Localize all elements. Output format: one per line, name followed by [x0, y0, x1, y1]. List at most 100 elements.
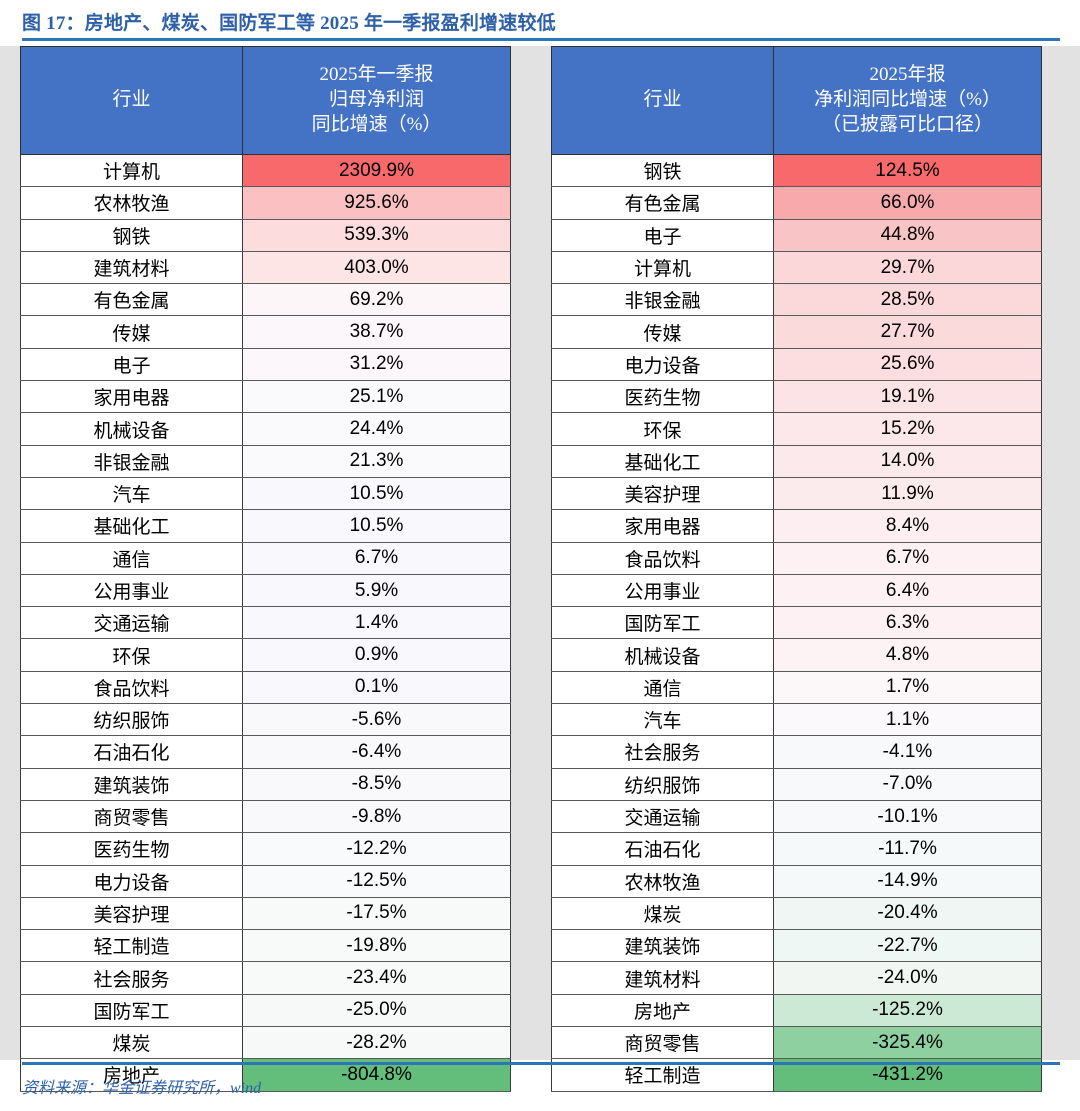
- industry-name-cell: 医药生物: [20, 832, 243, 866]
- industry-name-cell: 通信: [551, 670, 774, 705]
- growth-value-cell: 25.6%: [773, 347, 1042, 382]
- table-row: 传媒 38.7%: [20, 315, 511, 349]
- table-row: 钢铁 539.3%: [20, 218, 511, 252]
- industry-name-cell: 汽车: [551, 703, 774, 737]
- table-row: 环保 15.2%: [551, 412, 1042, 446]
- industry-name-cell: 建筑材料: [20, 250, 243, 285]
- left-header-metric: 2025年一季报 归母净利润 同比增速（%）: [242, 46, 511, 155]
- right-header-industry: 行业: [551, 46, 774, 155]
- figure-title: 图 17：房地产、煤炭、国防军工等 2025 年一季报盈利增速较低: [22, 13, 556, 34]
- table-row: 国防军工 -25.0%: [20, 993, 511, 1028]
- growth-value-cell: 44.8%: [773, 218, 1042, 252]
- industry-name-cell: 电力设备: [20, 864, 243, 898]
- table-row: 电子 44.8%: [551, 218, 1042, 252]
- table-row: 国防军工 6.3%: [551, 606, 1042, 640]
- table-row: 通信 6.7%: [20, 541, 511, 575]
- growth-value-cell: 28.5%: [773, 283, 1042, 317]
- growth-value-cell: 11.9%: [773, 476, 1042, 511]
- table-row: 机械设备 24.4%: [20, 412, 511, 446]
- industry-name-cell: 社会服务: [20, 961, 243, 995]
- table-row: 医药生物 19.1%: [551, 380, 1042, 414]
- growth-value-cell: 925.6%: [242, 186, 511, 220]
- table-row: 轻工制造 -19.8%: [20, 929, 511, 963]
- right-table-body: 钢铁 124.5% 有色金属 66.0% 电子 44.8% 计算机 29.7% 非银金融 28.5…: [551, 153, 1042, 1092]
- table-row: 非银金融 21.3%: [20, 444, 511, 478]
- industry-name-cell: 建筑装饰: [20, 767, 243, 801]
- left-header-line-3: 同比增速（%）: [311, 113, 442, 135]
- right-table: 行业 2025年报 净利润同比增速（%） （已披露可比口径） 钢铁 124.5% 有…: [551, 46, 1042, 1092]
- growth-value-cell: 539.3%: [242, 218, 511, 252]
- growth-value-cell: -23.4%: [242, 961, 511, 995]
- growth-value-cell: 4.8%: [773, 638, 1042, 672]
- industry-name-cell: 公用事业: [551, 573, 774, 608]
- growth-value-cell: -8.5%: [242, 767, 511, 801]
- left-header-row: 行业 2025年一季报 归母净利润 同比增速（%）: [20, 46, 511, 155]
- table-row: 机械设备 4.8%: [551, 638, 1042, 672]
- table-row: 房地产 -125.2%: [551, 993, 1042, 1028]
- right-table-wrapper: 行业 2025年报 净利润同比增速（%） （已披露可比口径） 钢铁 124.5% 有…: [551, 46, 1042, 1092]
- growth-value-cell: -125.2%: [773, 993, 1042, 1028]
- growth-value-cell: 10.5%: [242, 476, 511, 511]
- table-row: 建筑装饰 -8.5%: [20, 767, 511, 801]
- table-row: 传媒 27.7%: [551, 315, 1042, 349]
- growth-value-cell: 1.4%: [242, 606, 511, 640]
- growth-value-cell: 8.4%: [773, 509, 1042, 543]
- growth-value-cell: 6.4%: [773, 573, 1042, 608]
- table-row: 计算机 29.7%: [551, 250, 1042, 285]
- growth-value-cell: 0.1%: [242, 670, 511, 705]
- growth-value-cell: -6.4%: [242, 735, 511, 769]
- table-row: 汽车 10.5%: [20, 476, 511, 511]
- table-row: 美容护理 11.9%: [551, 476, 1042, 511]
- table-row: 建筑装饰 -22.7%: [551, 929, 1042, 963]
- table-row: 基础化工 10.5%: [20, 509, 511, 543]
- growth-value-cell: 25.1%: [242, 380, 511, 414]
- table-row: 农林牧渔 -14.9%: [551, 864, 1042, 898]
- left-table: 行业 2025年一季报 归母净利润 同比增速（%） 计算机 2309.9% 农林牧渔…: [20, 46, 511, 1092]
- industry-name-cell: 医药生物: [551, 380, 774, 414]
- growth-value-cell: 69.2%: [242, 283, 511, 317]
- growth-value-cell: 24.4%: [242, 412, 511, 446]
- industry-name-cell: 交通运输: [551, 799, 774, 834]
- right-header-row: 行业 2025年报 净利润同比增速（%） （已披露可比口径）: [551, 46, 1042, 155]
- table-row: 石油石化 -6.4%: [20, 735, 511, 769]
- growth-value-cell: -24.0%: [773, 961, 1042, 995]
- table-row: 通信 1.7%: [551, 670, 1042, 705]
- industry-name-cell: 钢铁: [20, 218, 243, 252]
- growth-value-cell: 27.7%: [773, 315, 1042, 349]
- growth-value-cell: 6.3%: [773, 606, 1042, 640]
- industry-name-cell: 钢铁: [551, 153, 774, 188]
- right-header-line-2: 净利润同比增速（%）: [814, 89, 1001, 111]
- industry-name-cell: 基础化工: [20, 509, 243, 543]
- industry-name-cell: 有色金属: [551, 186, 774, 220]
- table-row: 食品饮料 0.1%: [20, 670, 511, 705]
- growth-value-cell: 31.2%: [242, 347, 511, 382]
- growth-value-cell: -14.9%: [773, 864, 1042, 898]
- industry-name-cell: 建筑材料: [551, 961, 774, 995]
- table-row: 商贸零售 -325.4%: [551, 1026, 1042, 1060]
- right-table-head: 行业 2025年报 净利润同比增速（%） （已披露可比口径）: [551, 46, 1042, 155]
- table-row: 煤炭 -20.4%: [551, 896, 1042, 931]
- industry-name-cell: 计算机: [551, 250, 774, 285]
- table-gutter: [511, 46, 551, 1060]
- table-row: 纺织服饰 -5.6%: [20, 703, 511, 737]
- industry-name-cell: 通信: [20, 541, 243, 575]
- industry-name-cell: 传媒: [551, 315, 774, 349]
- left-header-industry: 行业: [20, 46, 243, 155]
- industry-name-cell: 美容护理: [20, 896, 243, 931]
- right-header-line-3: （已披露可比口径）: [821, 113, 993, 135]
- left-table-head: 行业 2025年一季报 归母净利润 同比增速（%）: [20, 46, 511, 155]
- table-row: 煤炭 -28.2%: [20, 1026, 511, 1060]
- table-row: 美容护理 -17.5%: [20, 896, 511, 931]
- growth-value-cell: -11.7%: [773, 832, 1042, 866]
- growth-value-cell: 6.7%: [242, 541, 511, 575]
- industry-name-cell: 石油石化: [20, 735, 243, 769]
- industry-name-cell: 商贸零售: [20, 799, 243, 834]
- growth-value-cell: 403.0%: [242, 250, 511, 285]
- industry-name-cell: 机械设备: [20, 412, 243, 446]
- growth-value-cell: -10.1%: [773, 799, 1042, 834]
- industry-name-cell: 纺织服饰: [551, 767, 774, 801]
- industry-name-cell: 国防军工: [20, 993, 243, 1028]
- industry-name-cell: 机械设备: [551, 638, 774, 672]
- industry-name-cell: 家用电器: [551, 509, 774, 543]
